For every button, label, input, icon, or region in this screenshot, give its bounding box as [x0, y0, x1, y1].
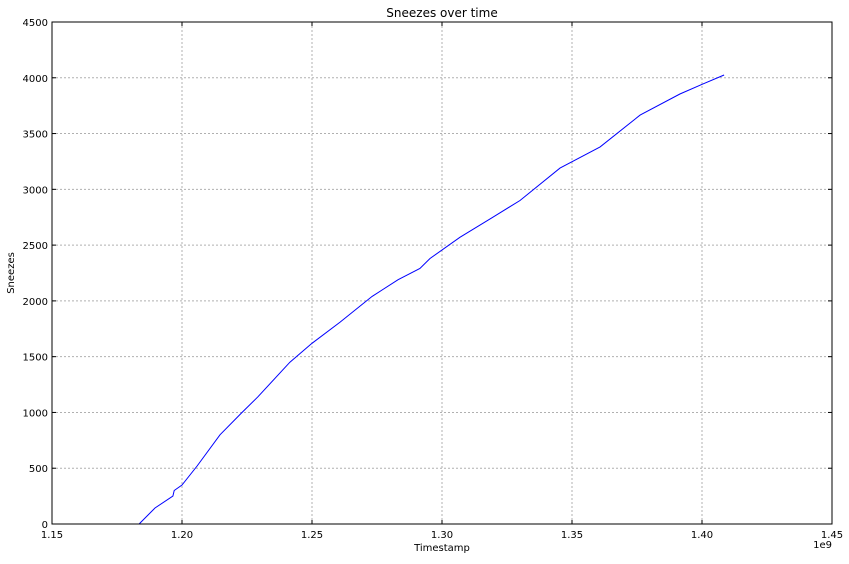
y-axis-label: Sneezes — [6, 252, 17, 294]
y-tick-label: 500 — [29, 464, 48, 475]
y-axis: 0 500 1000 1500 2000 2500 3000 3500 4000 4500 — [23, 18, 832, 531]
x-tick-label: 1.15 — [41, 530, 63, 541]
x-tick-label: 1.30 — [431, 530, 453, 541]
y-tick-label: 2500 — [23, 241, 48, 252]
y-tick-label: 0 — [42, 520, 48, 531]
chart-title: Sneezes over time — [386, 6, 497, 20]
x-tick-label: 1.40 — [691, 530, 713, 541]
plot-frame — [51, 21, 833, 525]
y-tick-label: 4000 — [23, 74, 48, 85]
y-tick-label: 1000 — [23, 408, 48, 419]
grid — [52, 22, 832, 524]
series-line — [138, 74, 725, 525]
y-tick-label: 4500 — [23, 18, 48, 29]
y-tick-label: 3000 — [23, 185, 48, 196]
x-axis: 1.15 1.20 1.25 1.30 1.35 1.40 1.45 — [41, 22, 843, 541]
y-tick-label: 2000 — [23, 297, 48, 308]
y-tick-label: 3500 — [23, 130, 48, 141]
x-offset-label: 1e9 — [813, 540, 832, 551]
x-tick-label: 1.35 — [561, 530, 583, 541]
y-tick-label: 1500 — [23, 353, 48, 364]
x-tick-label: 1.20 — [171, 530, 193, 541]
x-tick-label: 1.25 — [301, 530, 323, 541]
x-tick-label: 1.45 — [821, 530, 843, 541]
x-axis-label: Timestamp — [413, 543, 470, 554]
